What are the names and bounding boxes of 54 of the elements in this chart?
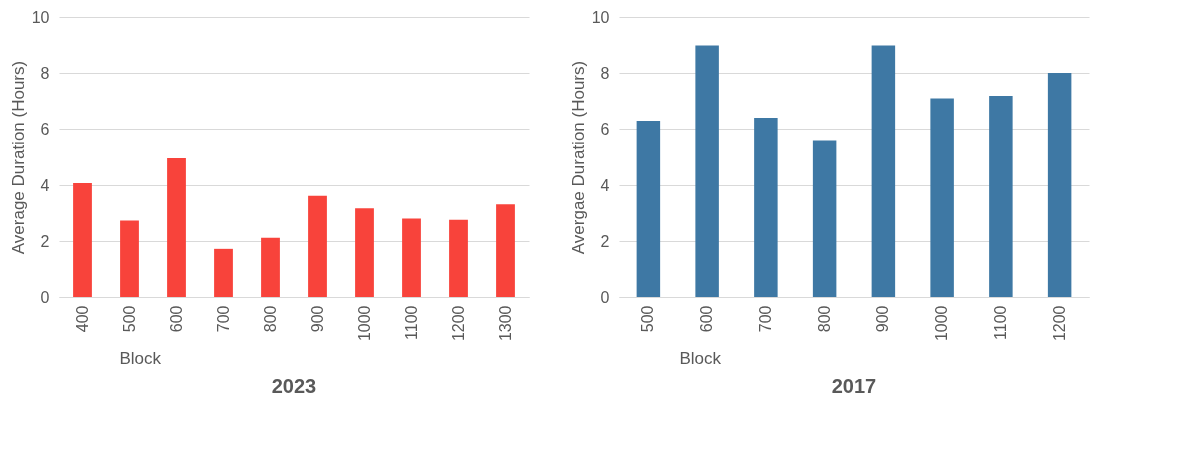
y-tick-label: 10 <box>31 8 50 26</box>
x-tick-label: 1000 <box>355 305 373 342</box>
bar <box>930 98 954 297</box>
bar <box>402 218 421 297</box>
x-axis-title: Block <box>119 349 162 369</box>
y-axis-title: Average Duration (Hours) <box>8 60 28 255</box>
bar <box>989 95 1013 297</box>
bar <box>449 219 468 297</box>
bar <box>695 45 719 297</box>
bar <box>496 204 515 297</box>
x-tick-label: 1200 <box>449 305 467 342</box>
bar <box>636 120 661 297</box>
bar <box>1047 73 1072 297</box>
text: 2023 <box>271 374 317 397</box>
x-tick-label: 800 <box>815 305 833 333</box>
x-tick-label: 1100 <box>402 305 420 340</box>
y-tick-label: 6 <box>600 120 610 138</box>
bar <box>73 183 92 297</box>
bar <box>754 118 778 297</box>
x-axis-title: Block <box>679 349 722 369</box>
x-tick-label: 900 <box>874 305 892 333</box>
x-tick-label: 700 <box>756 305 774 333</box>
y-tick-label: 8 <box>600 64 610 82</box>
x-tick-label: 700 <box>214 305 232 333</box>
bar <box>355 208 374 297</box>
bar <box>120 220 139 297</box>
y-tick-label: 0 <box>600 288 610 306</box>
x-tick-label: 1200 <box>1050 305 1068 342</box>
x-tick-label: 500 <box>639 305 657 333</box>
bar <box>812 140 837 297</box>
y-tick-label: 0 <box>40 288 50 306</box>
y-tick-label: 2 <box>40 232 50 250</box>
text: 2017 <box>831 374 877 397</box>
y-tick-label: 4 <box>600 176 610 194</box>
x-tick-label: 900 <box>308 305 326 333</box>
x-tick-label: 1300 <box>496 305 514 342</box>
y-tick-label: 2 <box>600 232 610 250</box>
x-tick-label: 800 <box>261 305 279 333</box>
x-tick-label: 600 <box>698 305 716 333</box>
y-tick-label: 10 <box>591 8 610 26</box>
y-tick-label: 8 <box>40 64 50 82</box>
y-axis-title: Avergae Duration (Hours) <box>568 60 588 255</box>
y-tick-label: 6 <box>40 120 50 138</box>
x-tick-label: 600 <box>167 305 185 333</box>
bar <box>871 45 896 297</box>
x-tick-label: 1000 <box>933 305 951 342</box>
x-tick-label: 1100 <box>991 305 1009 340</box>
bar <box>261 237 280 297</box>
x-tick-label: 400 <box>73 305 91 333</box>
y-tick-label: 4 <box>40 176 50 194</box>
bar <box>308 195 327 297</box>
x-tick-label: 500 <box>120 305 138 333</box>
bar <box>167 158 186 297</box>
bar <box>214 248 233 297</box>
